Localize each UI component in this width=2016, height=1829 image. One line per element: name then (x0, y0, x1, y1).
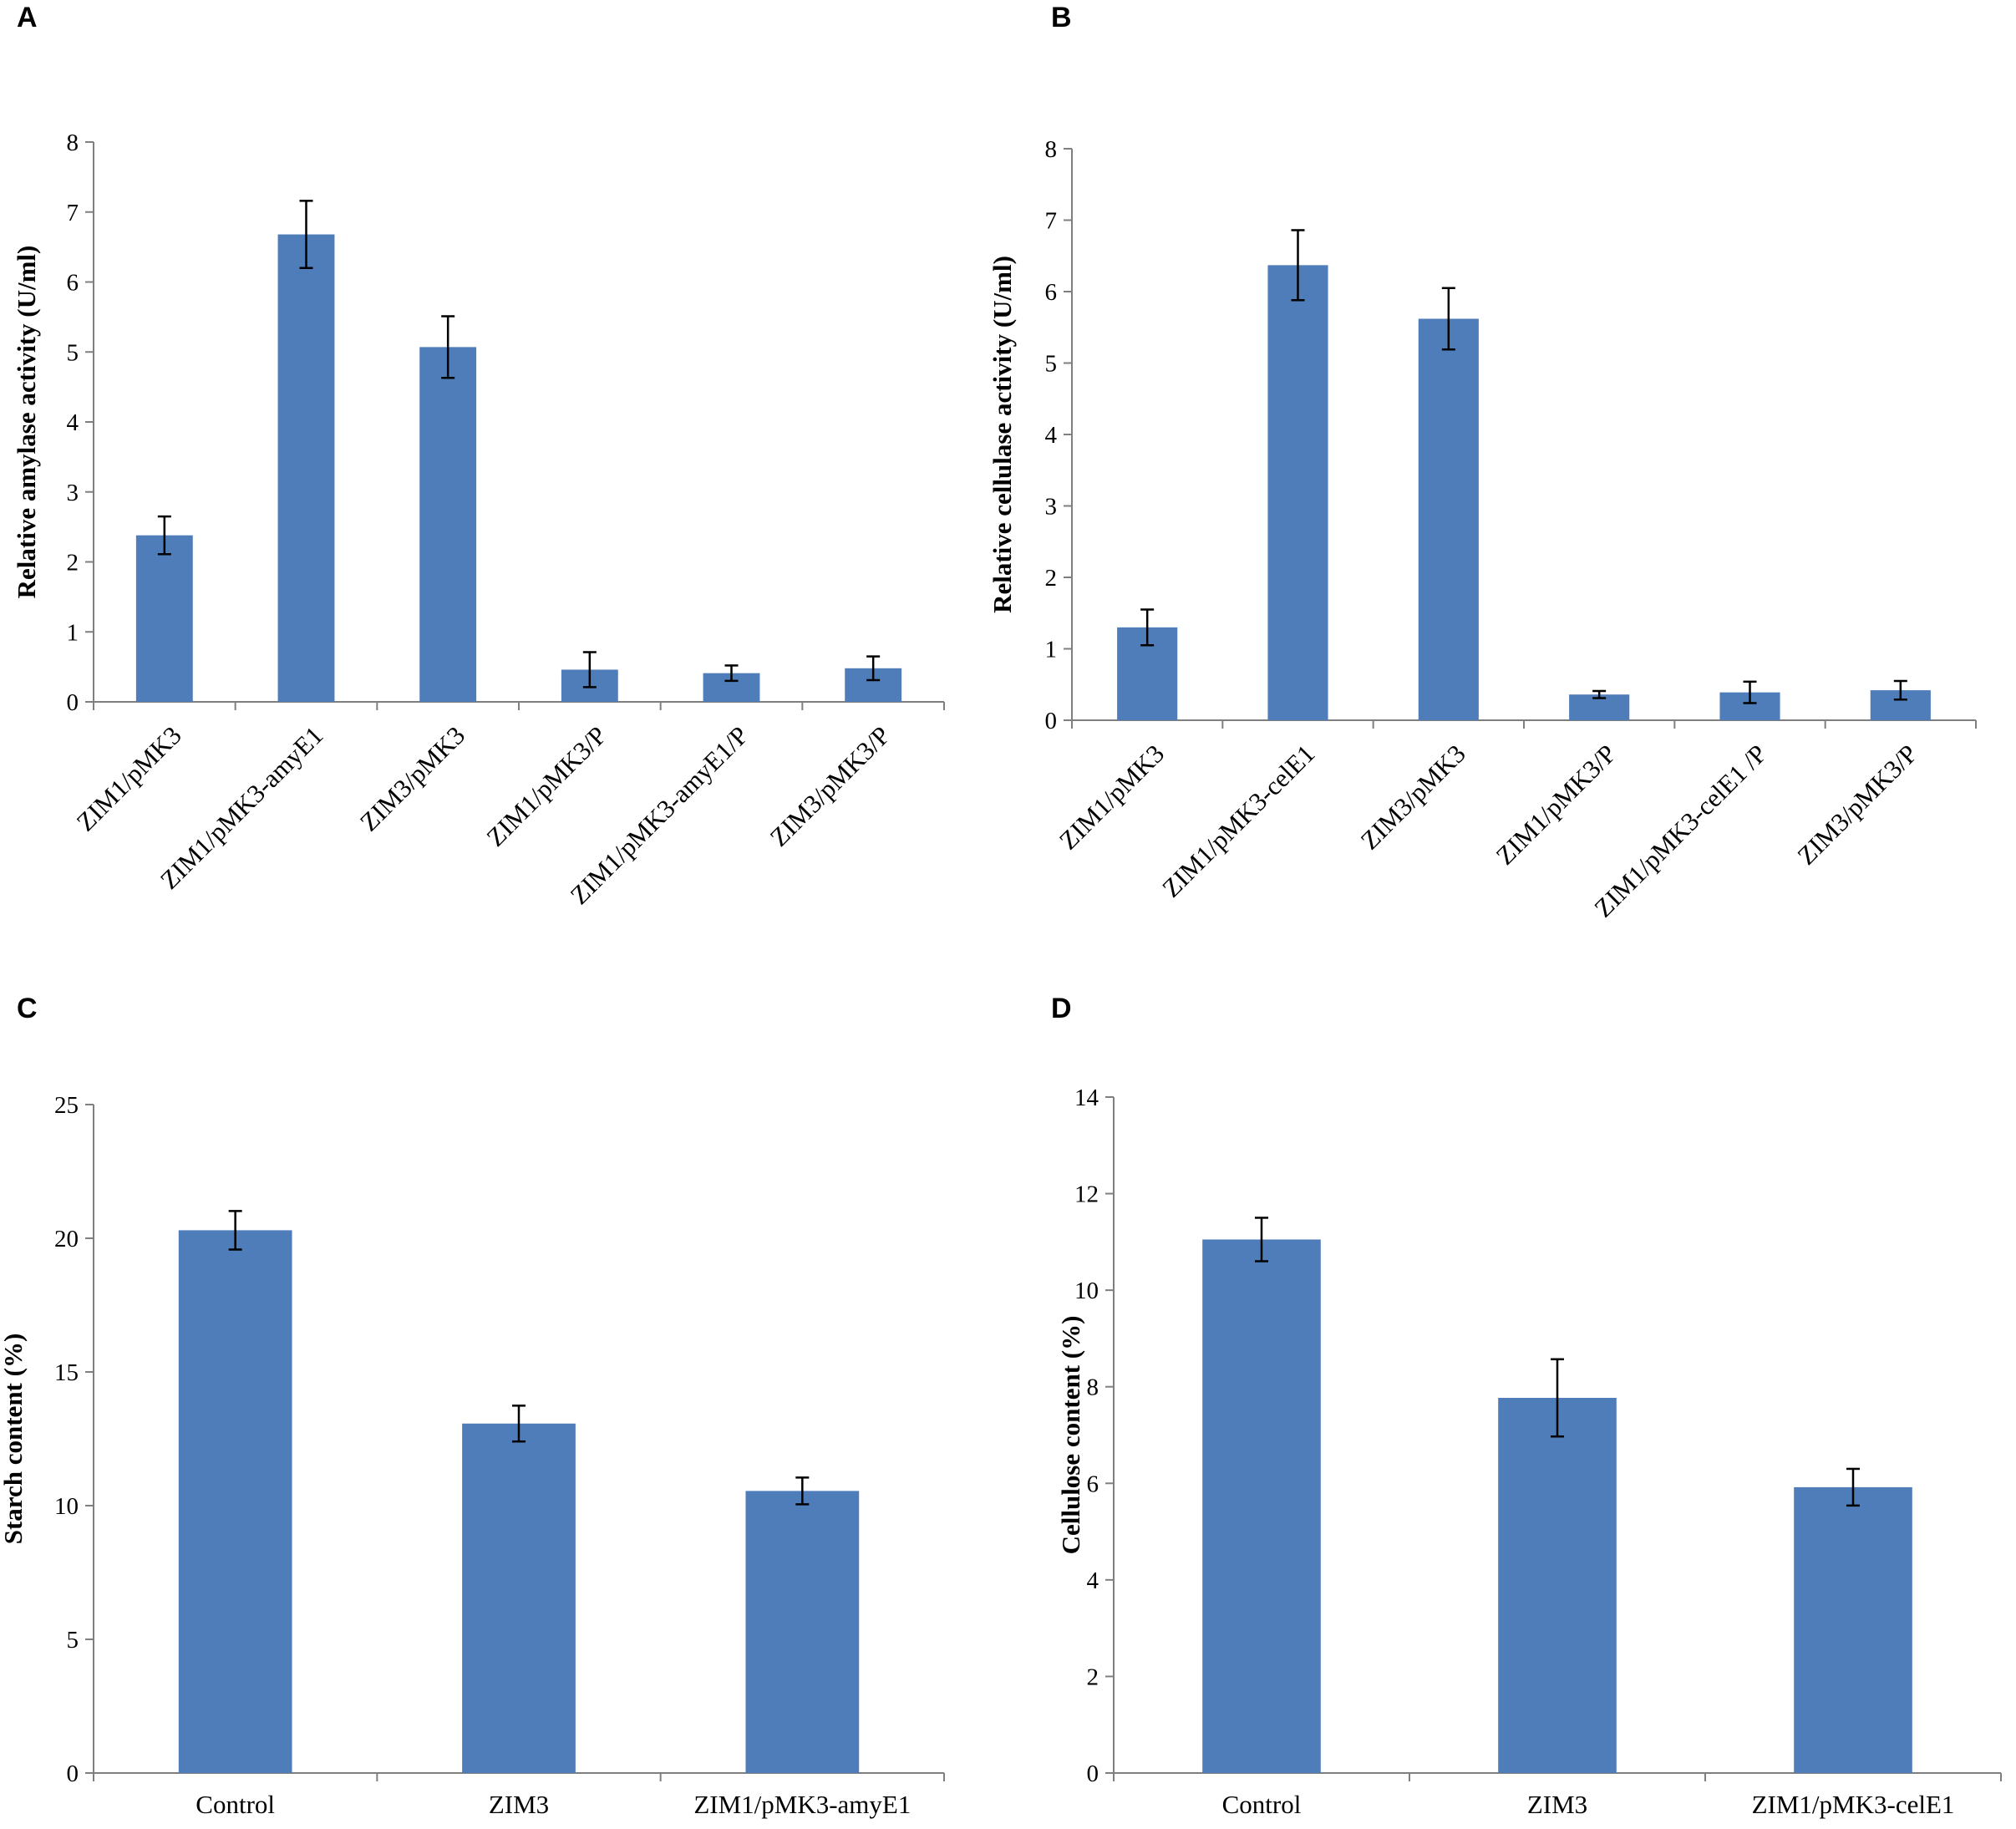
panel-letter: C (17, 993, 38, 1024)
x-category-label: ZIM1/pMK3 (71, 720, 187, 836)
y-tick-label: 12 (1074, 1181, 1099, 1208)
y-tick-label: 5 (67, 1627, 79, 1654)
y-tick-label: 5 (67, 339, 79, 366)
y-tick-label: 1 (1045, 637, 1058, 663)
bar (178, 1230, 292, 1773)
chart-d: D 0 2 4 6 8 10 12 14 Control ZIM3 ZIM1/pMK3-celE1 Ce… (1051, 993, 2002, 1819)
x-category-label: Control (196, 1790, 275, 1819)
y-tick-label: 10 (1074, 1278, 1099, 1304)
y-tick-label: 3 (1045, 494, 1058, 521)
y-tick-label: 2 (1087, 1664, 1099, 1690)
bar (1202, 1239, 1321, 1773)
bar (1418, 318, 1479, 720)
y-tick-label: 0 (67, 1760, 79, 1787)
panel-letter: B (1051, 2, 1072, 33)
panel-letter: A (17, 2, 38, 33)
y-tick-label: 6 (67, 270, 79, 297)
x-category-label: ZIM1/pMK3/P (480, 720, 612, 852)
y-tick-label: 8 (1045, 136, 1058, 163)
y-tick-label: 6 (1045, 279, 1058, 306)
x-category-label: ZIM3/pMK3/P (764, 720, 896, 852)
y-tick-label: 0 (1045, 708, 1058, 734)
y-tick-label: 4 (1087, 1567, 1099, 1594)
x-category-label: ZIM3/pMK3 (1355, 739, 1471, 855)
bar (277, 234, 335, 702)
x-category-label: ZIM1/pMK3-celE1 (1752, 1790, 1955, 1819)
bar (1267, 265, 1328, 720)
y-tick-label: 7 (1045, 208, 1058, 235)
y-tick-label: 2 (67, 550, 79, 577)
bar (745, 1491, 860, 1773)
y-axis-label: Relative amylase activity (U/ml) (12, 246, 41, 599)
y-tick-label: 5 (1045, 351, 1058, 378)
bar (419, 347, 477, 702)
y-tick-label: 15 (54, 1359, 79, 1386)
y-tick-label: 0 (1087, 1760, 1099, 1787)
y-tick-label: 3 (67, 480, 79, 506)
x-category-label: ZIM1/pMK3-celE1 /P (1588, 739, 1772, 922)
y-tick-label: 4 (67, 409, 79, 436)
y-tick-label: 6 (1087, 1471, 1099, 1497)
y-tick-label: 8 (67, 130, 79, 156)
y-tick-label: 10 (54, 1493, 79, 1520)
y-axis-label: Relative cellulase activity (U/ml) (988, 256, 1017, 613)
chart-c: C 0 5 10 15 20 25 Control ZIM3 ZIM1/pMK3-amyE1 Sta… (0, 993, 945, 1819)
panel-letter: D (1051, 993, 1072, 1024)
y-tick-label: 20 (54, 1226, 79, 1252)
x-category-label: ZIM3/pMK3/P (1791, 739, 1923, 871)
bar (135, 535, 193, 702)
y-axis-label: Cellulose content (%) (1056, 1316, 1085, 1555)
y-axis-label: Starch content (%) (0, 1334, 28, 1545)
y-tick-label: 7 (67, 200, 79, 226)
y-tick-label: 0 (67, 689, 79, 716)
y-tick-label: 2 (1045, 565, 1058, 592)
y-tick-label: 25 (54, 1092, 79, 1119)
y-tick-label: 1 (67, 619, 79, 646)
x-category-label: ZIM3 (489, 1790, 549, 1819)
y-tick-label: 14 (1074, 1085, 1099, 1111)
x-category-label: ZIM1/pMK3/P (1490, 739, 1622, 871)
bar (1498, 1398, 1617, 1773)
x-category-label: Control (1222, 1790, 1302, 1819)
x-category-label: ZIM1/pMK3-celE1 (1156, 739, 1320, 902)
x-category-label: ZIM1/pMK3 (1054, 739, 1170, 855)
x-category-label: ZIM3/pMK3 (354, 720, 470, 836)
bar (462, 1423, 576, 1773)
bar (1794, 1486, 1912, 1773)
x-category-label: ZIM3 (1527, 1790, 1587, 1819)
y-tick-label: 8 (1087, 1374, 1099, 1401)
y-tick-label: 4 (1045, 422, 1058, 449)
x-category-label: ZIM1/pMK3-amyE1 (693, 1790, 911, 1819)
